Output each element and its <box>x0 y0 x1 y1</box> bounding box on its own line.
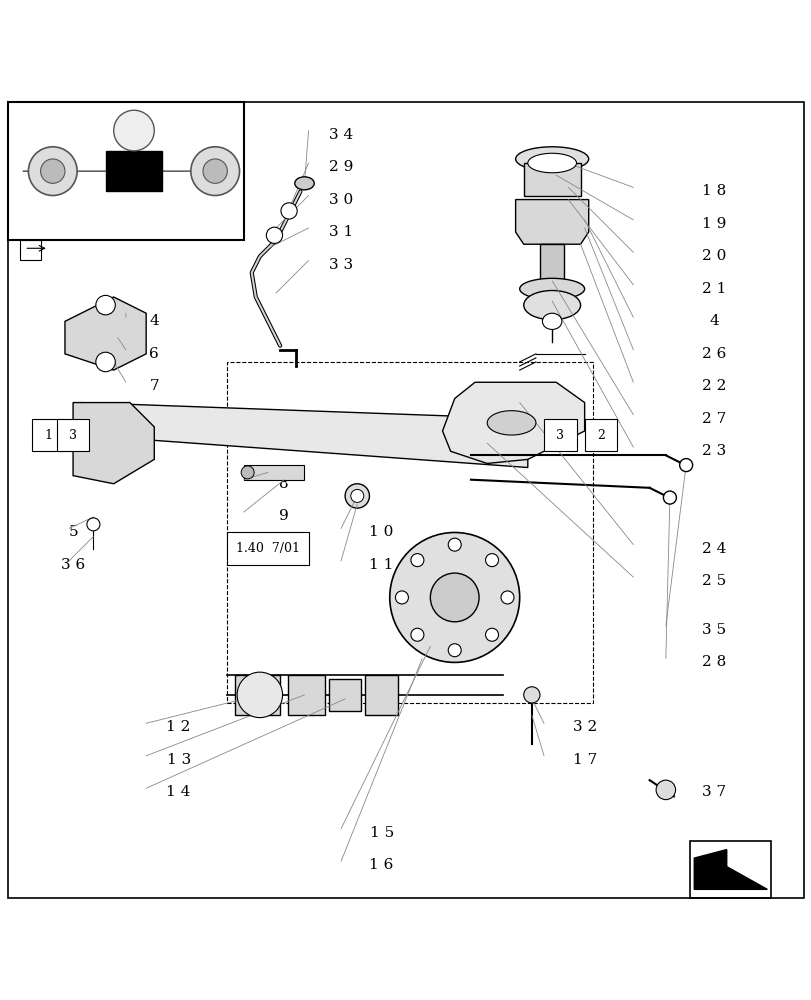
Text: 2 2: 2 2 <box>702 379 726 393</box>
Text: 5: 5 <box>68 525 78 539</box>
Circle shape <box>395 591 408 604</box>
Bar <box>105 151 162 191</box>
Circle shape <box>96 352 115 372</box>
Text: 4: 4 <box>149 314 159 328</box>
Bar <box>523 163 580 196</box>
Bar <box>8 102 243 240</box>
Circle shape <box>679 459 692 472</box>
Text: 1 5: 1 5 <box>369 826 393 840</box>
Text: 3 0: 3 0 <box>328 193 353 207</box>
Polygon shape <box>81 403 527 468</box>
Bar <box>235 675 280 715</box>
Text: 1 6: 1 6 <box>369 858 393 872</box>
Polygon shape <box>515 200 588 244</box>
Text: 7: 7 <box>149 379 159 393</box>
Circle shape <box>241 466 254 479</box>
Text: 1 0: 1 0 <box>369 525 393 539</box>
Circle shape <box>523 687 539 703</box>
Text: 2 3: 2 3 <box>702 444 726 458</box>
Bar <box>543 419 576 451</box>
Ellipse shape <box>542 313 561 329</box>
Ellipse shape <box>527 153 576 173</box>
Text: 2 9: 2 9 <box>328 160 353 174</box>
Text: 6: 6 <box>149 347 159 361</box>
Circle shape <box>389 532 519 662</box>
Bar <box>288 675 324 715</box>
Text: 2 7: 2 7 <box>702 412 726 426</box>
Text: 1 9: 1 9 <box>702 217 726 231</box>
Text: 1: 1 <box>45 429 53 442</box>
Text: 2 8: 2 8 <box>702 655 726 669</box>
Text: 1 3: 1 3 <box>166 753 191 767</box>
Circle shape <box>266 227 282 243</box>
Bar <box>227 362 592 703</box>
Circle shape <box>281 203 297 219</box>
Text: 1 7: 1 7 <box>572 753 596 767</box>
Circle shape <box>350 489 363 502</box>
Text: 3: 3 <box>556 429 564 442</box>
Circle shape <box>663 491 676 504</box>
Text: 3 4: 3 4 <box>328 128 353 142</box>
Text: 1 4: 1 4 <box>166 785 191 799</box>
Text: 9: 9 <box>279 509 289 523</box>
Text: 3 5: 3 5 <box>702 623 726 637</box>
Text: 2 0: 2 0 <box>702 249 726 263</box>
Circle shape <box>28 147 77 196</box>
Ellipse shape <box>487 411 535 435</box>
Bar <box>365 675 397 715</box>
Text: 1 2: 1 2 <box>166 720 191 734</box>
Bar <box>328 679 361 711</box>
Text: 8: 8 <box>279 477 289 491</box>
Circle shape <box>655 780 675 800</box>
Text: 2 1: 2 1 <box>702 282 726 296</box>
Polygon shape <box>73 403 154 484</box>
Bar <box>57 419 89 451</box>
Circle shape <box>448 644 461 657</box>
Text: 3 6: 3 6 <box>61 558 85 572</box>
Circle shape <box>430 573 478 622</box>
Text: 3 1: 3 1 <box>328 225 353 239</box>
Circle shape <box>485 628 498 641</box>
Circle shape <box>114 110 154 151</box>
Text: 4: 4 <box>709 314 719 328</box>
Text: 1.40  7/01: 1.40 7/01 <box>236 542 299 555</box>
Ellipse shape <box>515 147 588 171</box>
Text: 3 7: 3 7 <box>702 785 726 799</box>
Text: 1 8: 1 8 <box>702 184 726 198</box>
Bar <box>20 240 41 260</box>
Text: 1 1: 1 1 <box>369 558 393 572</box>
Polygon shape <box>442 382 584 463</box>
Circle shape <box>410 554 423 567</box>
Ellipse shape <box>294 177 314 190</box>
Text: 2: 2 <box>596 429 604 442</box>
Ellipse shape <box>237 672 282 718</box>
Bar <box>243 465 304 480</box>
Circle shape <box>410 628 423 641</box>
Bar <box>32 419 65 451</box>
Polygon shape <box>693 850 766 889</box>
Text: 2 4: 2 4 <box>702 542 726 556</box>
Polygon shape <box>65 297 146 370</box>
Bar <box>539 244 564 281</box>
Circle shape <box>500 591 513 604</box>
Circle shape <box>448 538 461 551</box>
Circle shape <box>96 295 115 315</box>
Bar <box>584 419 616 451</box>
Circle shape <box>41 159 65 183</box>
Circle shape <box>87 518 100 531</box>
Bar <box>227 532 308 565</box>
Text: 3: 3 <box>69 429 77 442</box>
Text: 3 3: 3 3 <box>328 258 353 272</box>
Ellipse shape <box>519 278 584 299</box>
Circle shape <box>345 484 369 508</box>
Circle shape <box>203 159 227 183</box>
Circle shape <box>485 554 498 567</box>
Text: 3 2: 3 2 <box>572 720 596 734</box>
Circle shape <box>191 147 239 196</box>
Ellipse shape <box>523 291 580 320</box>
Text: 2 5: 2 5 <box>702 574 726 588</box>
Bar <box>689 841 770 898</box>
Text: 2 6: 2 6 <box>702 347 726 361</box>
